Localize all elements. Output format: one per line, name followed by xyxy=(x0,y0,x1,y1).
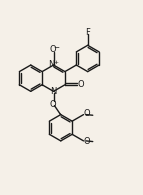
Text: +: + xyxy=(53,60,58,65)
Text: O: O xyxy=(83,137,90,146)
Text: O: O xyxy=(78,80,84,89)
Text: O: O xyxy=(83,109,90,118)
Text: O: O xyxy=(50,45,57,54)
Text: N: N xyxy=(50,87,56,96)
Text: N: N xyxy=(48,60,54,69)
Text: F: F xyxy=(85,28,90,37)
Text: O: O xyxy=(49,100,56,109)
Text: −: − xyxy=(53,45,59,51)
